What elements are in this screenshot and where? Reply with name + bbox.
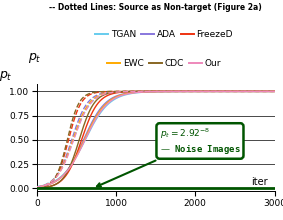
Text: $p_t$: $p_t$ — [0, 68, 13, 82]
Text: $p_t = 2.92^{-8}$
$\mathbf{—}$ Noise Images: $p_t = 2.92^{-8}$ $\mathbf{—}$ Noise Ima… — [97, 126, 240, 187]
Text: iter: iter — [251, 177, 267, 187]
Text: $p_t$: $p_t$ — [28, 51, 42, 65]
Legend: TGAN, ADA, FreezeD: TGAN, ADA, FreezeD — [92, 27, 237, 43]
Text: -- Dotted Lines: Source as Non-target (Figure 2a): -- Dotted Lines: Source as Non-target (F… — [49, 3, 262, 12]
Legend: EWC, CDC, Our: EWC, CDC, Our — [104, 55, 224, 71]
